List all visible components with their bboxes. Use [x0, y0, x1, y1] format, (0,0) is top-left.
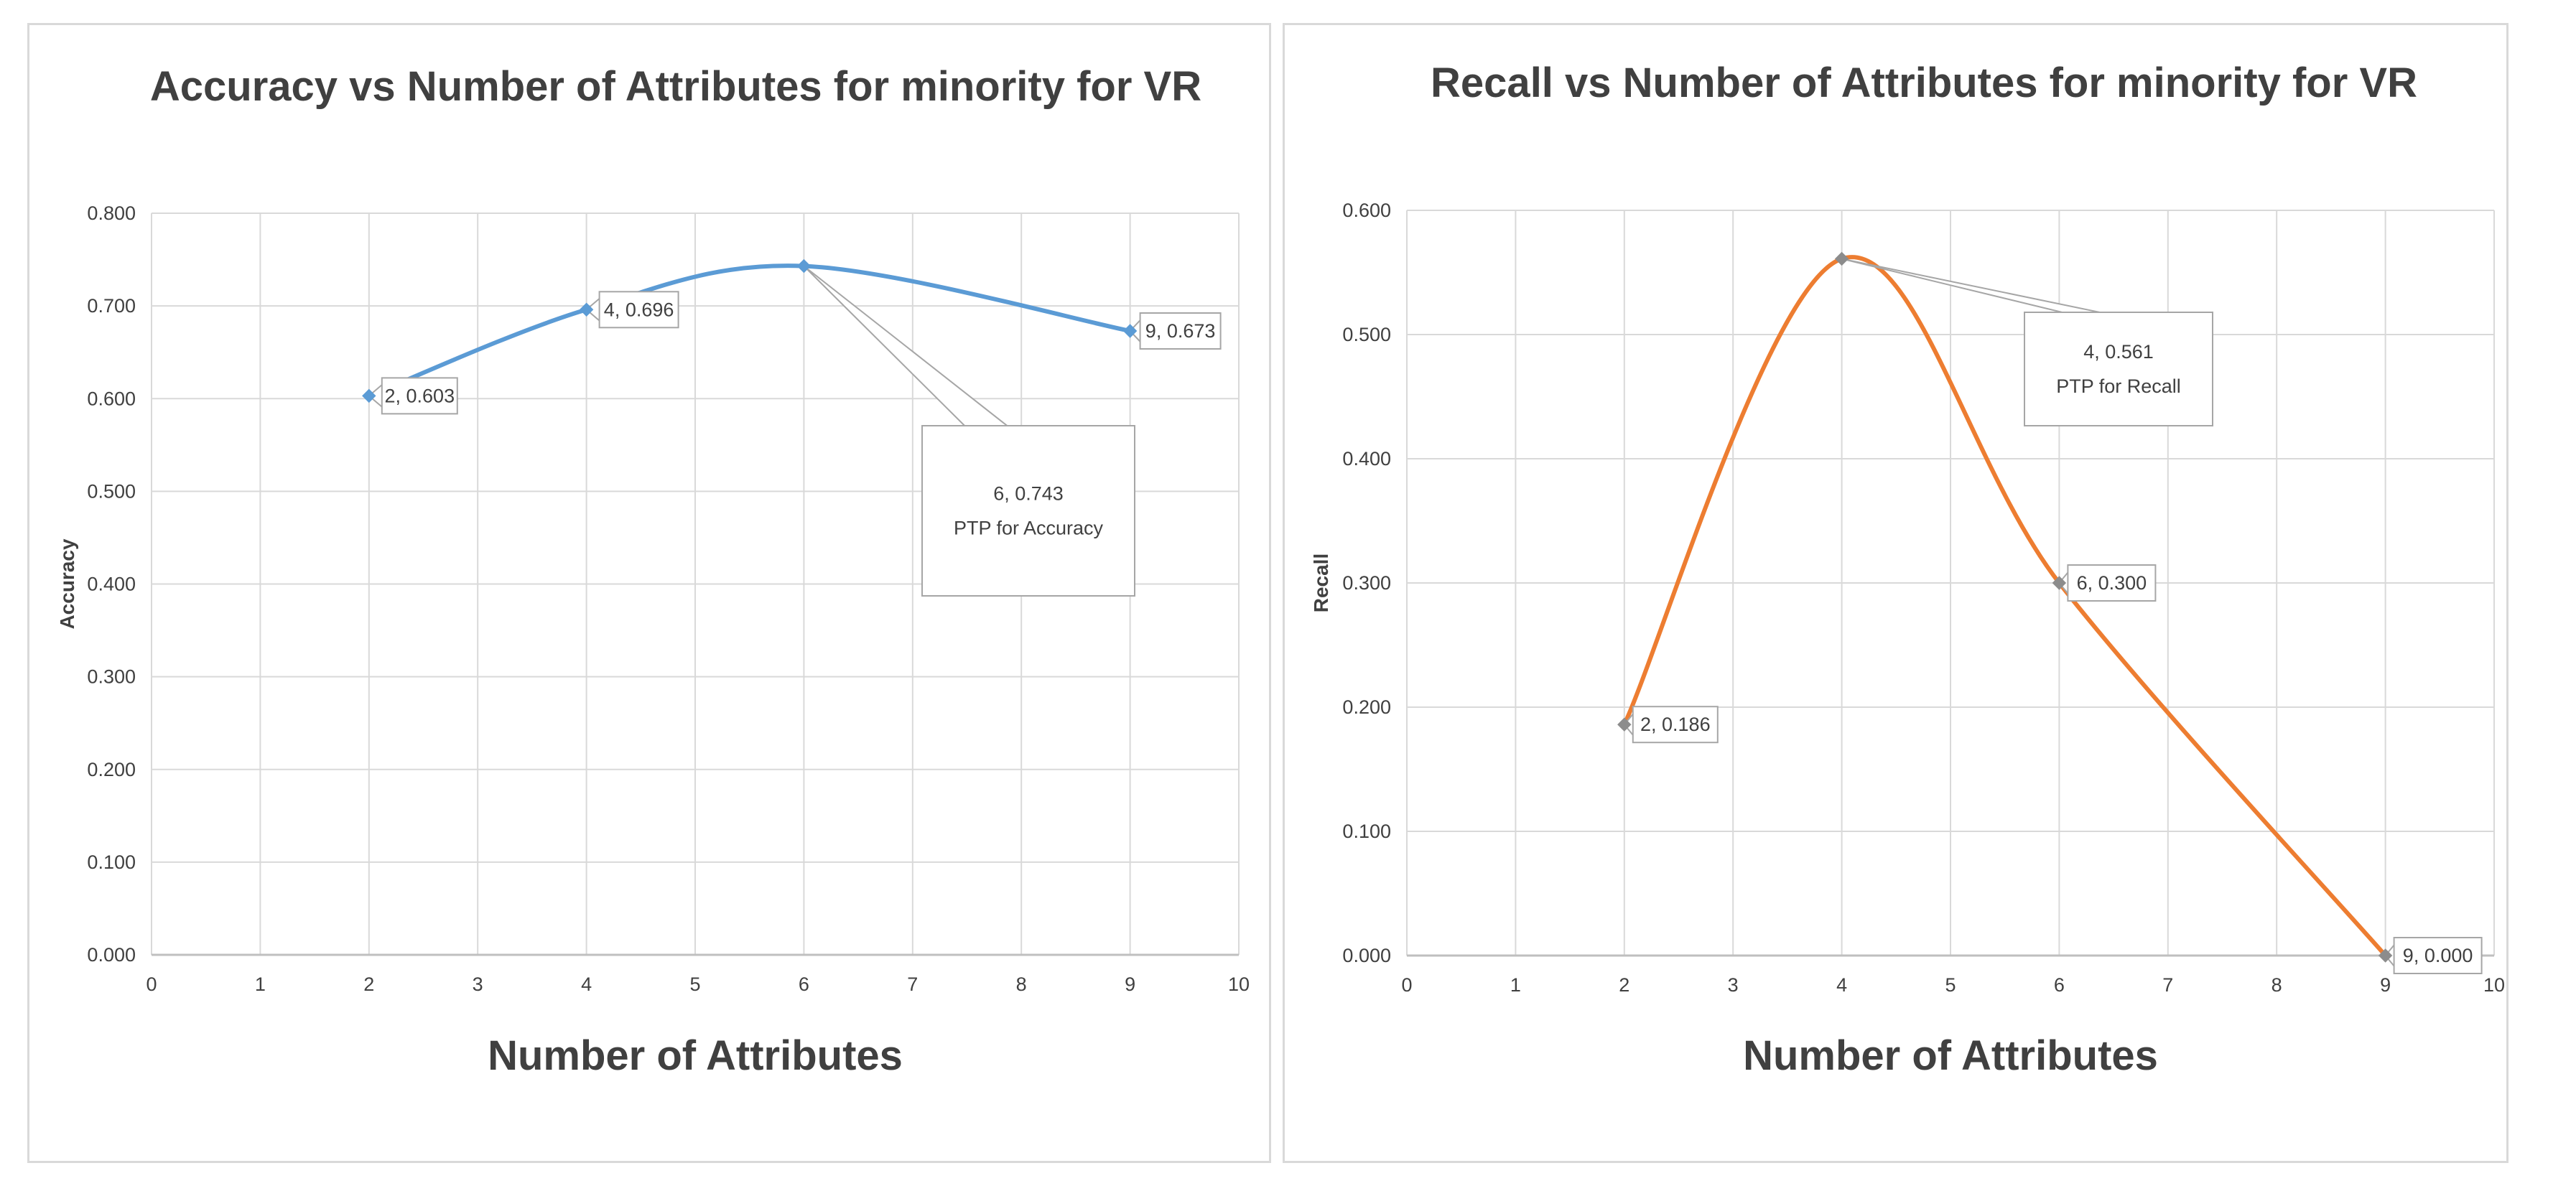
y-tick-label: 0.600: [87, 388, 136, 409]
x-tick-label: 7: [907, 973, 918, 995]
x-tick-label: 3: [473, 973, 483, 995]
data-label-box: [2024, 312, 2213, 426]
y-tick-label: 0.000: [87, 944, 136, 966]
data-label-text: 4, 0.561: [2083, 341, 2154, 363]
data-label-text: 9, 0.000: [2403, 945, 2473, 966]
y-tick-label: 0.800: [87, 202, 136, 224]
data-label-box: [381, 377, 458, 415]
data-point-marker: [2378, 948, 2393, 963]
data-label-leader: [1841, 258, 2101, 313]
data-point-marker: [362, 388, 376, 403]
data-point-marker: [579, 302, 594, 317]
chart-title: Accuracy vs Number of Attributes for min…: [150, 63, 1201, 110]
x-tick-label: 10: [1228, 973, 1250, 995]
recall-chart-panel: Recall vs Number of Attributes for minor…: [1283, 23, 2508, 1163]
data-label-box: [598, 291, 679, 329]
x-tick-label: 8: [1016, 973, 1027, 995]
x-tick-label: 2: [363, 973, 374, 995]
y-tick-label: 0.500: [87, 480, 136, 502]
x-tick-label: 6: [799, 973, 809, 995]
y-tick-label: 0.600: [1342, 200, 1391, 221]
data-label-text: 9, 0.673: [1145, 320, 1216, 342]
x-tick-label: 1: [255, 973, 266, 995]
data-label-box: [2067, 564, 2157, 602]
y-tick-label: 0.300: [87, 666, 136, 688]
y-tick-label: 0.300: [1342, 572, 1391, 594]
x-tick-label: 0: [1401, 974, 1412, 996]
series-line: [1622, 255, 2388, 958]
data-point-marker: [796, 258, 812, 274]
x-tick-label: 9: [2380, 974, 2391, 996]
data-label-text: PTP for Accuracy: [954, 518, 1104, 539]
y-axis-label: Recall: [1310, 554, 1332, 613]
y-tick-label: 0.000: [1342, 945, 1391, 966]
x-axis-label: Number of Attributes: [1743, 1032, 2158, 1079]
data-point-marker: [1617, 717, 1632, 732]
x-tick-label: 5: [1945, 974, 1956, 996]
y-tick-label: 0.200: [1342, 696, 1391, 718]
accuracy-chart: Accuracy vs Number of Attributes for min…: [56, 63, 1250, 1079]
y-tick-label: 0.400: [1342, 448, 1391, 470]
data-label-text: 4, 0.696: [604, 299, 674, 320]
data-label-leader: [803, 265, 1010, 426]
chart-title: Recall vs Number of Attributes for minor…: [1431, 60, 2417, 106]
data-label-box: [1139, 312, 1222, 350]
x-axis-label: Number of Attributes: [488, 1032, 903, 1079]
data-point-marker: [1834, 251, 1849, 266]
x-tick-label: 7: [2162, 974, 2173, 996]
data-label-text: 6, 0.743: [993, 483, 1064, 505]
data-label-text: PTP for Recall: [2056, 375, 2181, 397]
x-tick-label: 6: [2054, 974, 2065, 996]
x-tick-label: 9: [1125, 973, 1135, 995]
data-label-text: 2, 0.186: [1640, 714, 1711, 735]
x-tick-label: 4: [1836, 974, 1847, 996]
data-point-marker: [2052, 576, 2067, 590]
y-tick-label: 0.200: [87, 759, 136, 780]
series-line: [366, 263, 1133, 398]
y-tick-label: 0.500: [1342, 324, 1391, 345]
recall-chart: Recall vs Number of Attributes for minor…: [1310, 60, 2505, 1079]
x-tick-label: 5: [689, 973, 700, 995]
x-tick-label: 0: [146, 973, 157, 995]
x-tick-label: 4: [581, 973, 592, 995]
y-tick-label: 0.700: [87, 295, 136, 317]
x-tick-label: 10: [2483, 974, 2505, 996]
data-label-text: 6, 0.300: [2077, 572, 2147, 594]
data-point-marker: [1122, 324, 1138, 338]
y-tick-label: 0.400: [87, 574, 136, 595]
x-tick-label: 3: [1728, 974, 1739, 996]
x-tick-label: 1: [1510, 974, 1521, 996]
y-tick-label: 0.100: [87, 851, 136, 873]
data-label-box: [2393, 937, 2483, 974]
data-label-box: [921, 425, 1135, 597]
data-label-text: 2, 0.603: [385, 385, 455, 406]
x-tick-label: 8: [2272, 974, 2282, 996]
y-axis-label: Accuracy: [56, 538, 78, 630]
data-label-box: [1632, 706, 1719, 744]
y-tick-label: 0.100: [1342, 821, 1391, 842]
accuracy-chart-panel: Accuracy vs Number of Attributes for min…: [27, 23, 1271, 1163]
x-tick-label: 2: [1619, 974, 1629, 996]
